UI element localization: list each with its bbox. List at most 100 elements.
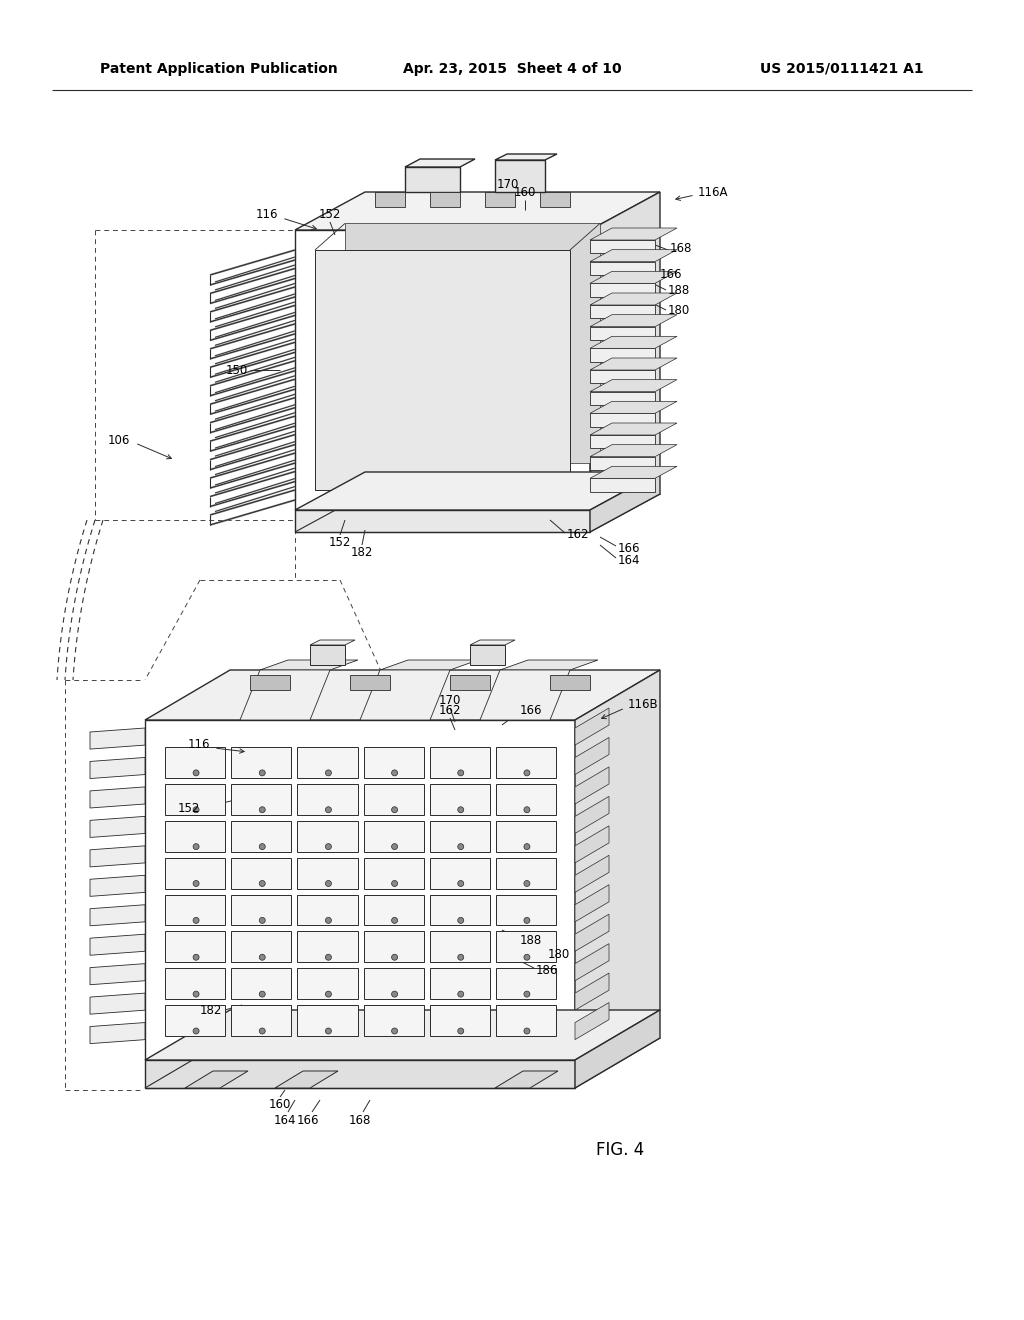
Polygon shape [250,675,290,690]
Polygon shape [480,671,570,719]
Text: 182: 182 [351,545,373,558]
Polygon shape [590,337,677,348]
Polygon shape [590,392,655,405]
Polygon shape [590,457,655,470]
Circle shape [259,954,265,960]
Polygon shape [231,821,292,851]
Polygon shape [240,671,330,719]
Circle shape [524,807,529,813]
Polygon shape [575,767,609,804]
Text: 182: 182 [200,1003,222,1016]
Polygon shape [590,249,677,261]
Polygon shape [590,358,677,370]
Polygon shape [590,314,677,326]
Text: 168: 168 [349,1114,371,1126]
Polygon shape [90,729,145,748]
Text: 162: 162 [438,704,461,717]
Text: 188: 188 [668,284,690,297]
Polygon shape [496,784,556,814]
Text: 152: 152 [177,801,200,814]
Text: 116B: 116B [628,698,658,711]
Polygon shape [496,969,556,999]
Circle shape [458,1028,464,1034]
Polygon shape [496,821,556,851]
Polygon shape [495,1071,558,1088]
Polygon shape [540,191,570,207]
Circle shape [259,1028,265,1034]
Circle shape [194,880,199,887]
Polygon shape [297,932,357,962]
Circle shape [524,1028,529,1034]
Circle shape [259,991,265,997]
Circle shape [391,770,397,776]
Polygon shape [231,858,292,888]
Polygon shape [590,191,660,510]
Circle shape [458,954,464,960]
Text: 152: 152 [318,209,341,222]
Polygon shape [590,466,677,478]
Text: 180: 180 [548,949,570,961]
Polygon shape [145,671,660,719]
Polygon shape [90,816,145,837]
Text: 162: 162 [567,528,590,541]
Polygon shape [575,1003,609,1040]
Polygon shape [364,784,424,814]
Polygon shape [90,787,145,808]
Polygon shape [575,796,609,833]
Circle shape [524,770,529,776]
Polygon shape [590,401,677,413]
Circle shape [326,770,332,776]
Text: 116A: 116A [698,186,728,198]
Polygon shape [364,858,424,888]
Circle shape [194,807,199,813]
Circle shape [391,807,397,813]
Polygon shape [575,973,609,1010]
Polygon shape [145,1010,660,1060]
Circle shape [194,770,199,776]
Polygon shape [430,821,489,851]
Circle shape [524,917,529,924]
Polygon shape [364,932,424,962]
Text: 164: 164 [618,553,640,566]
Text: 152: 152 [329,536,351,549]
Polygon shape [310,645,345,665]
Polygon shape [575,915,609,952]
Polygon shape [297,1005,357,1036]
Polygon shape [575,738,609,775]
Polygon shape [295,473,660,510]
Polygon shape [590,380,677,392]
Polygon shape [430,969,489,999]
Text: 166: 166 [297,1114,319,1126]
Circle shape [259,807,265,813]
Polygon shape [380,660,478,671]
Polygon shape [297,895,357,925]
Text: 106: 106 [108,433,130,446]
Polygon shape [590,413,655,426]
Polygon shape [430,858,489,888]
Polygon shape [496,1005,556,1036]
Polygon shape [430,784,489,814]
Circle shape [194,1028,199,1034]
Circle shape [524,843,529,850]
Text: US 2015/0111421 A1: US 2015/0111421 A1 [761,62,924,77]
Polygon shape [590,261,655,275]
Polygon shape [260,660,358,671]
Text: 116: 116 [187,738,210,751]
Polygon shape [297,747,357,777]
Text: 164: 164 [273,1114,296,1126]
Text: 160: 160 [514,186,537,198]
Polygon shape [430,1005,489,1036]
Polygon shape [364,821,424,851]
Circle shape [391,954,397,960]
Polygon shape [590,272,677,284]
Polygon shape [297,969,357,999]
Polygon shape [575,944,609,981]
Circle shape [326,807,332,813]
Circle shape [326,917,332,924]
Polygon shape [590,293,677,305]
Text: FIG. 4: FIG. 4 [596,1140,644,1159]
Text: 180: 180 [668,304,690,317]
Polygon shape [231,784,292,814]
Polygon shape [364,969,424,999]
Polygon shape [90,1023,145,1044]
